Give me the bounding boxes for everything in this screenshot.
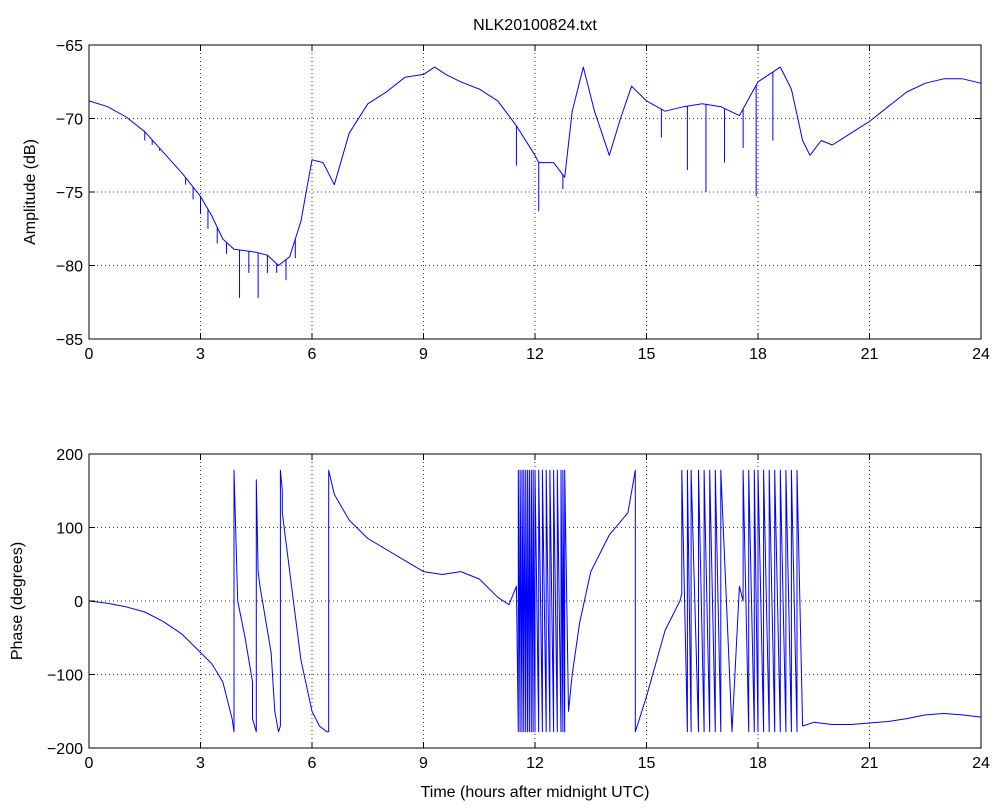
amplitude-ticks: 0 3 6 9 12 15 18 21 24 −85 −80 −75 −70 −65	[56, 38, 990, 363]
y-tick-label: −100	[47, 668, 83, 685]
x-tick-label: 0	[85, 755, 94, 772]
y-tick-label: 100	[56, 521, 83, 538]
x-tick-label: 9	[419, 755, 428, 772]
x-tick-label: 21	[861, 346, 879, 363]
x-tick-label: 3	[196, 346, 205, 363]
x-tick-label: 18	[749, 346, 767, 363]
y-tick-label: −65	[56, 38, 83, 55]
amplitude-panel: 0 3 6 9 12 15 18 21 24 −85 −80 −75 −70 −65 NLK2010082…	[22, 17, 990, 363]
phase-data	[88, 469, 982, 733]
y-tick-label: −85	[56, 332, 83, 349]
x-tick-label: 6	[308, 755, 317, 772]
x-tick-label: 9	[419, 346, 428, 363]
phase-panel: 0 3 6 9 12 15 18 21 24 −200 −100 0 100 200 Time (hour…	[9, 447, 990, 801]
series-line	[88, 66, 982, 266]
y-tick-label: −75	[56, 185, 83, 202]
phase-ylabel: Phase (degrees)	[9, 542, 26, 660]
amplitude-ylabel: Amplitude (dB)	[22, 139, 39, 245]
x-tick-label: 18	[749, 755, 767, 772]
phase-ticks: 0 3 6 9 12 15 18 21 24 −200 −100 0 100 200	[47, 447, 990, 772]
y-tick-label: 200	[56, 447, 83, 464]
y-tick-label: −200	[47, 741, 83, 758]
x-tick-label: 15	[638, 755, 656, 772]
x-tick-label: 12	[526, 346, 544, 363]
x-tick-label: 15	[638, 346, 656, 363]
x-tick-label: 12	[526, 755, 544, 772]
x-tick-label: 24	[972, 755, 990, 772]
x-tick-label: 0	[85, 346, 94, 363]
x-tick-label: 24	[972, 346, 990, 363]
amplitude-title: NLK20100824.txt	[473, 17, 597, 34]
x-tick-label: 21	[861, 755, 879, 772]
amplitude-grid	[89, 45, 981, 339]
x-tick-label: 6	[308, 346, 317, 363]
y-tick-label: −70	[56, 112, 83, 129]
x-tick-label: 3	[196, 755, 205, 772]
amplitude-data	[88, 66, 982, 298]
y-tick-label: −80	[56, 259, 83, 276]
series-line	[88, 469, 982, 733]
y-tick-label: 0	[74, 594, 83, 611]
phase-xlabel: Time (hours after midnight UTC)	[421, 784, 650, 801]
